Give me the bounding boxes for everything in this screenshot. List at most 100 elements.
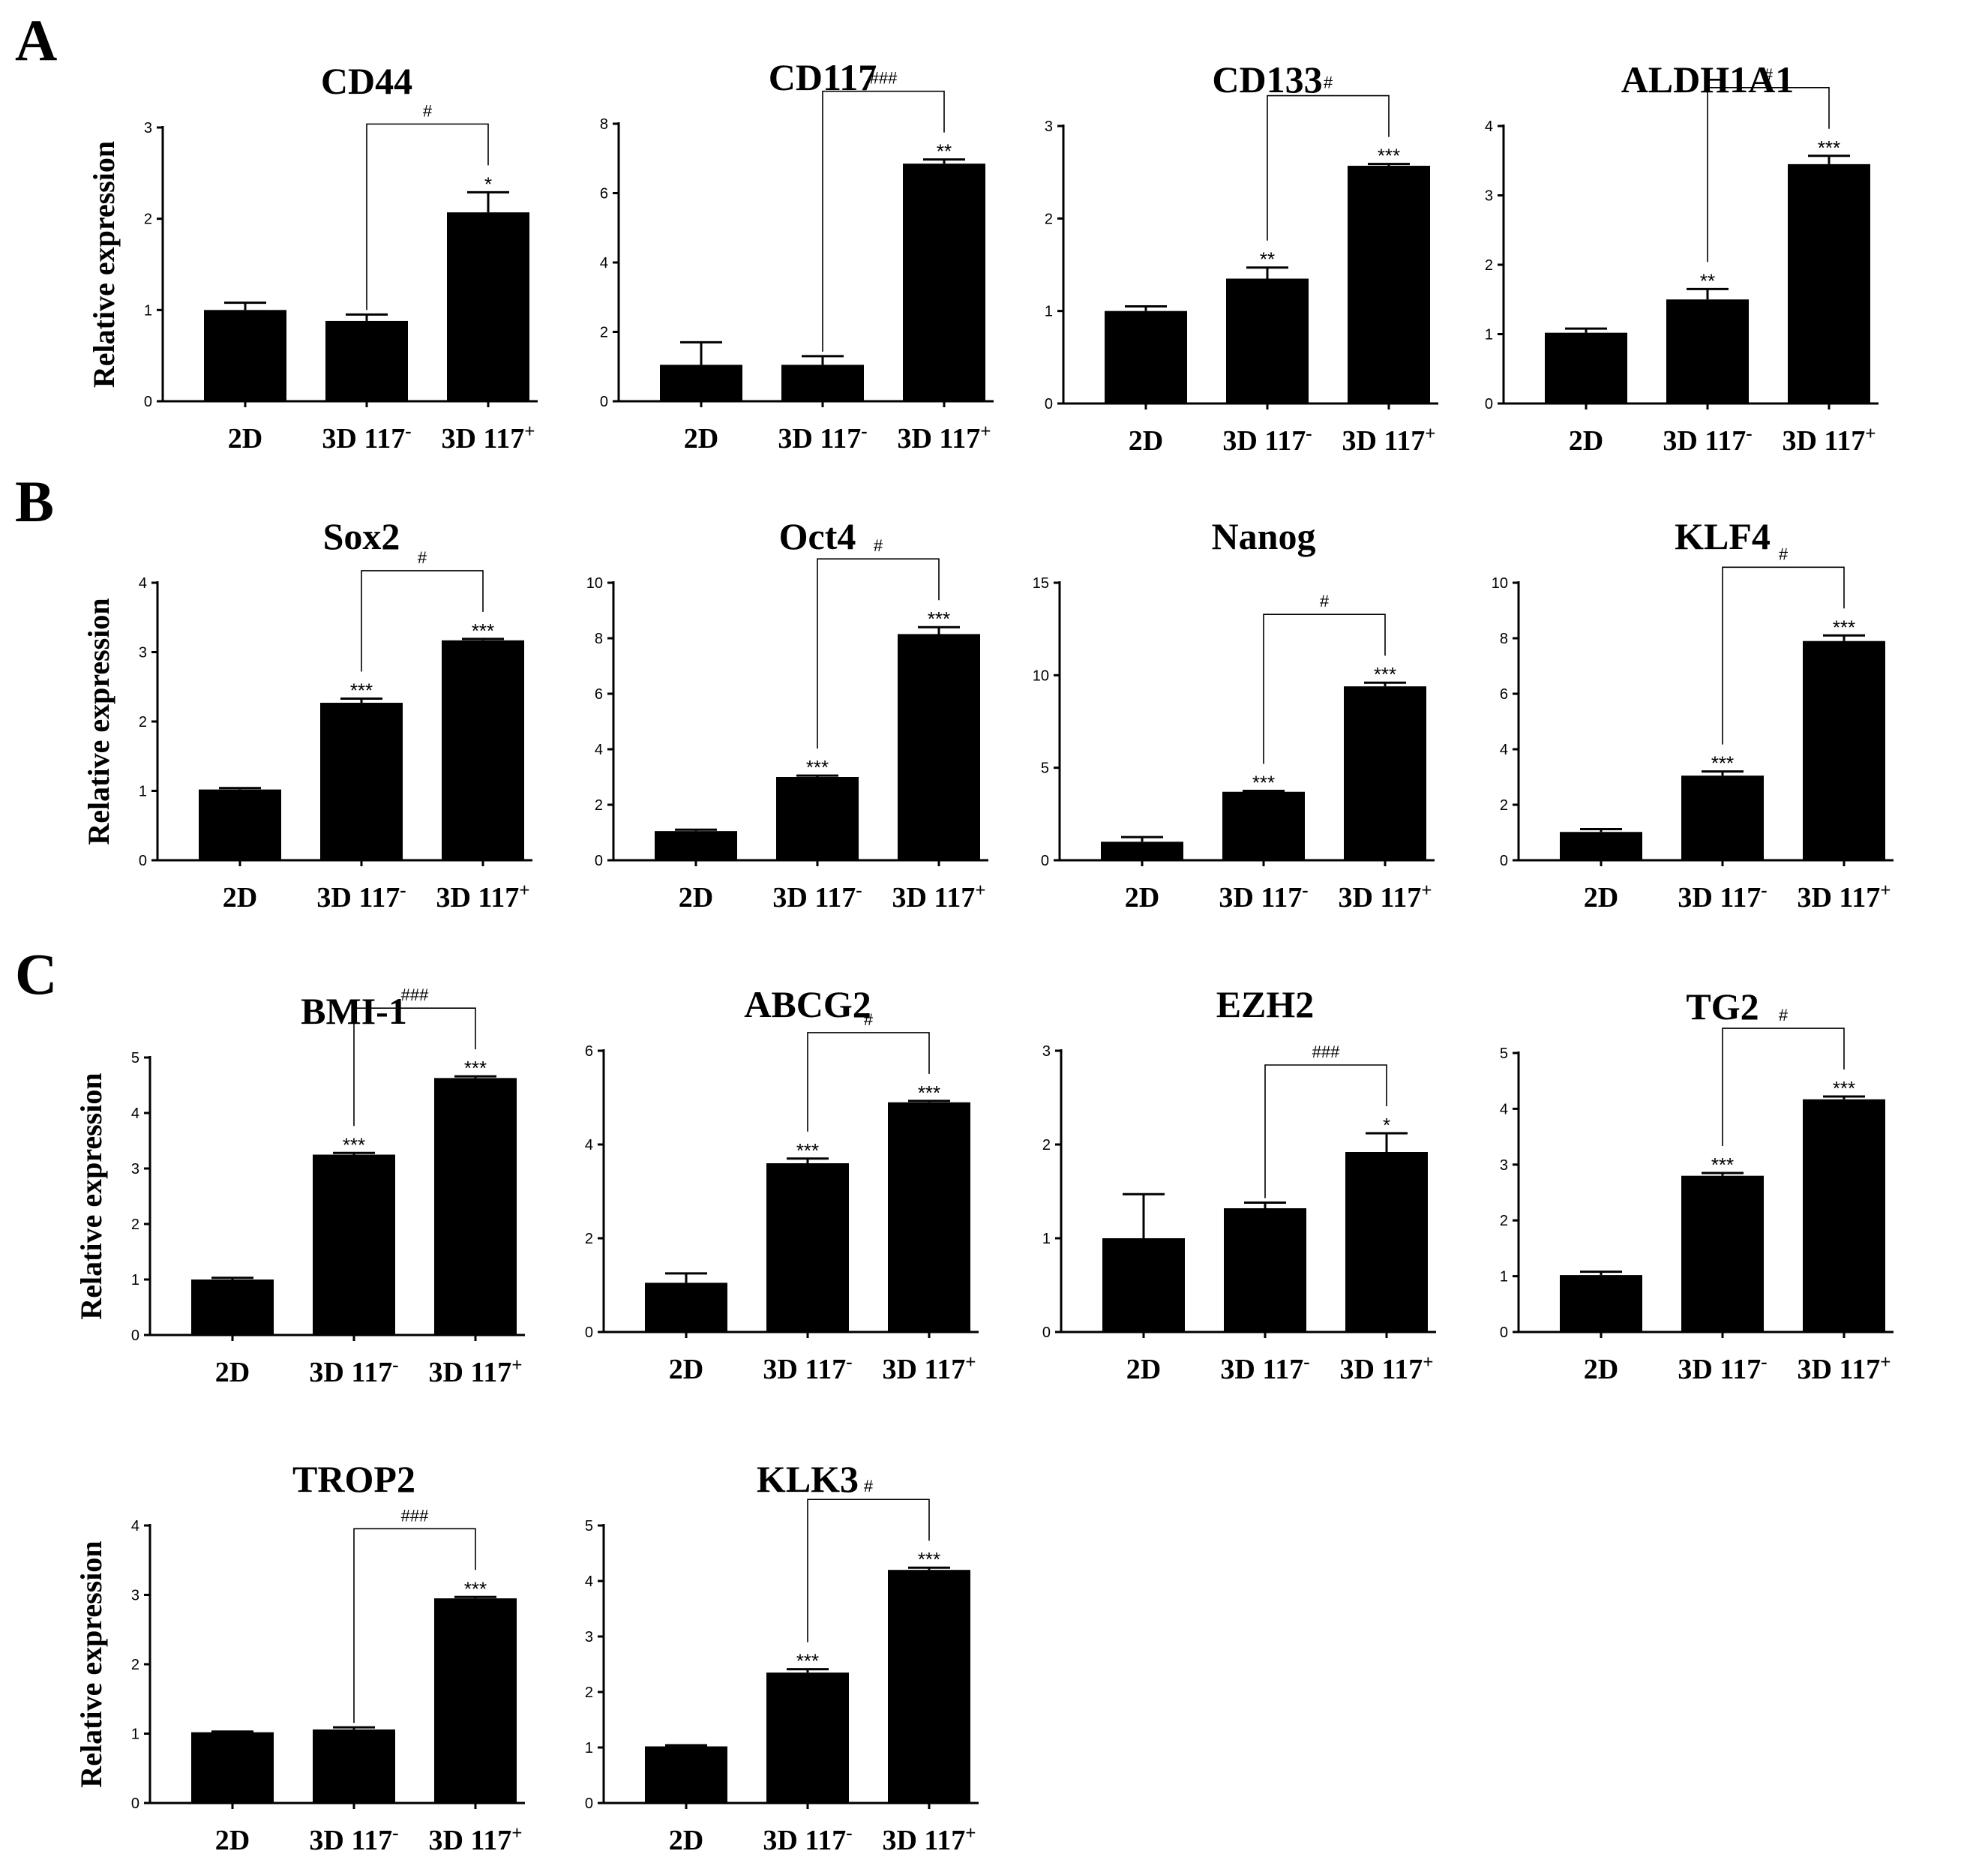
comparison-label: #	[864, 1010, 874, 1029]
significance-label: ***	[1378, 145, 1400, 167]
significance-label: ***	[796, 1139, 819, 1162]
y-tick-label: 1	[1042, 1231, 1051, 1247]
bar-1	[1560, 832, 1642, 860]
y-tick-label: 1	[139, 784, 147, 800]
y-tick-label: 2	[139, 714, 147, 730]
y-tick-label: 4	[1500, 742, 1508, 758]
comparison-bracket	[807, 1032, 930, 1132]
comparison-label: #	[874, 536, 883, 555]
y-tick-label: 3	[144, 120, 152, 136]
chart-trop2: TROP2 Relative expression 0 1 2 3 4 2D 3D 117- **…	[74, 1458, 525, 1856]
y-tick-label: 2	[1045, 211, 1053, 227]
significance-label: ***	[343, 1133, 365, 1156]
category-label: 3D 117+	[882, 1823, 976, 1856]
chart-cd133: CD133 0 1 2 3 2D ** 3D 117- *** 3D 117+ #	[1045, 58, 1438, 457]
bar-1	[204, 310, 286, 401]
comparison-bracket	[1707, 86, 1830, 262]
y-tick-label: 5	[1041, 760, 1049, 777]
comparison-bracket	[366, 123, 489, 310]
category-label: 3D 117-	[309, 1355, 398, 1388]
y-tick-label: 2	[600, 325, 608, 341]
chart-title: CD44	[321, 60, 412, 102]
category-label: 3D 117-	[1678, 880, 1767, 914]
y-tick-label: 3	[1485, 188, 1493, 205]
category-label: 3D 117+	[892, 880, 985, 914]
comparison-label: #	[1324, 74, 1333, 92]
significance-label: ***	[806, 756, 829, 778]
y-tick-label: 6	[600, 186, 608, 202]
y-tick-label: 6	[585, 1043, 593, 1060]
bar-2	[313, 1154, 395, 1335]
comparison-bracket	[1264, 1064, 1387, 1198]
panel-letter-b: B	[15, 469, 54, 534]
y-tick-label: 2	[144, 212, 152, 228]
bar-3	[1803, 640, 1885, 860]
y-tick-label: 0	[585, 1796, 593, 1812]
category-label: 2D	[228, 423, 262, 454]
category-label: 3D 117-	[322, 422, 411, 454]
comparison-bracket	[1267, 94, 1390, 241]
comparison-bracket	[353, 1007, 476, 1126]
bar-3	[434, 1078, 517, 1335]
y-tick-label: 2	[585, 1231, 593, 1247]
comparison-label: #	[864, 1477, 874, 1496]
y-axis-label: Relative expression	[74, 1540, 108, 1787]
bar-2	[1681, 776, 1764, 860]
chart-title: Nanog	[1212, 515, 1316, 557]
comparison-label: ###	[1312, 1042, 1340, 1061]
bar-3	[1803, 1099, 1885, 1332]
chart-ezh2: EZH2 0 1 2 3 2D 3D 117- * 3D 117+ ###	[1042, 983, 1436, 1385]
comparison-bracket	[1722, 566, 1845, 745]
y-tick-label: 3	[1500, 1157, 1508, 1174]
significance-label: ***	[928, 608, 950, 630]
chart-nanog: Nanog 0 5 10 15 2D *** 3D 117- *** 3D 117+ #	[1033, 515, 1435, 914]
y-tick-label: 10	[586, 575, 603, 592]
y-tick-label: 4	[131, 1518, 139, 1534]
y-tick-label: 0	[1485, 396, 1493, 412]
category-label: 2D	[1584, 882, 1618, 914]
bar-3	[1345, 1152, 1428, 1332]
bar-3	[903, 164, 985, 401]
category-label: 3D 117+	[897, 422, 991, 454]
category-label: 3D 117-	[1222, 424, 1312, 457]
y-tick-label: 1	[585, 1740, 593, 1756]
significance-label: ***	[1818, 136, 1840, 159]
bar-2	[1222, 791, 1305, 860]
y-tick-label: 0	[131, 1328, 139, 1344]
y-tick-label: 8	[1500, 631, 1508, 647]
y-tick-label: 0	[131, 1796, 139, 1812]
y-tick-label: 0	[139, 853, 147, 869]
comparison-label: #	[1764, 65, 1774, 84]
bar-2	[320, 703, 403, 860]
comparison-label: #	[1779, 544, 1789, 563]
significance-label: ***	[1374, 663, 1396, 686]
category-label: 3D 117-	[1220, 1352, 1309, 1385]
comparison-bracket	[1263, 614, 1386, 764]
chart-title: TROP2	[292, 1458, 415, 1500]
category-label: 2D	[679, 882, 713, 914]
category-label: 2D	[1129, 425, 1163, 457]
y-tick-label: 2	[1500, 1213, 1508, 1229]
bar-1	[191, 1732, 274, 1803]
bar-3	[447, 212, 529, 401]
category-label: 2D	[1584, 1354, 1618, 1385]
bar-3	[1348, 166, 1430, 404]
category-label: 2D	[215, 1357, 250, 1388]
bar-2	[781, 364, 864, 401]
category-label: 2D	[684, 423, 718, 454]
category-label: 3D 117+	[428, 1355, 522, 1388]
y-tick-label: 2	[1485, 257, 1493, 274]
y-tick-label: 3	[1045, 118, 1053, 135]
y-tick-label: 0	[585, 1324, 593, 1341]
significance-label: ***	[796, 1650, 819, 1672]
significance-label: ***	[1252, 772, 1275, 794]
bar-3	[1344, 686, 1426, 860]
chart-title: EZH2	[1216, 983, 1315, 1025]
category-label: 3D 117+	[441, 422, 535, 454]
bar-2	[325, 320, 408, 401]
y-tick-label: 4	[585, 1137, 593, 1154]
y-tick-label: 3	[131, 1588, 139, 1604]
category-label: 3D 117-	[763, 1823, 852, 1856]
significance-label: ***	[472, 620, 494, 642]
